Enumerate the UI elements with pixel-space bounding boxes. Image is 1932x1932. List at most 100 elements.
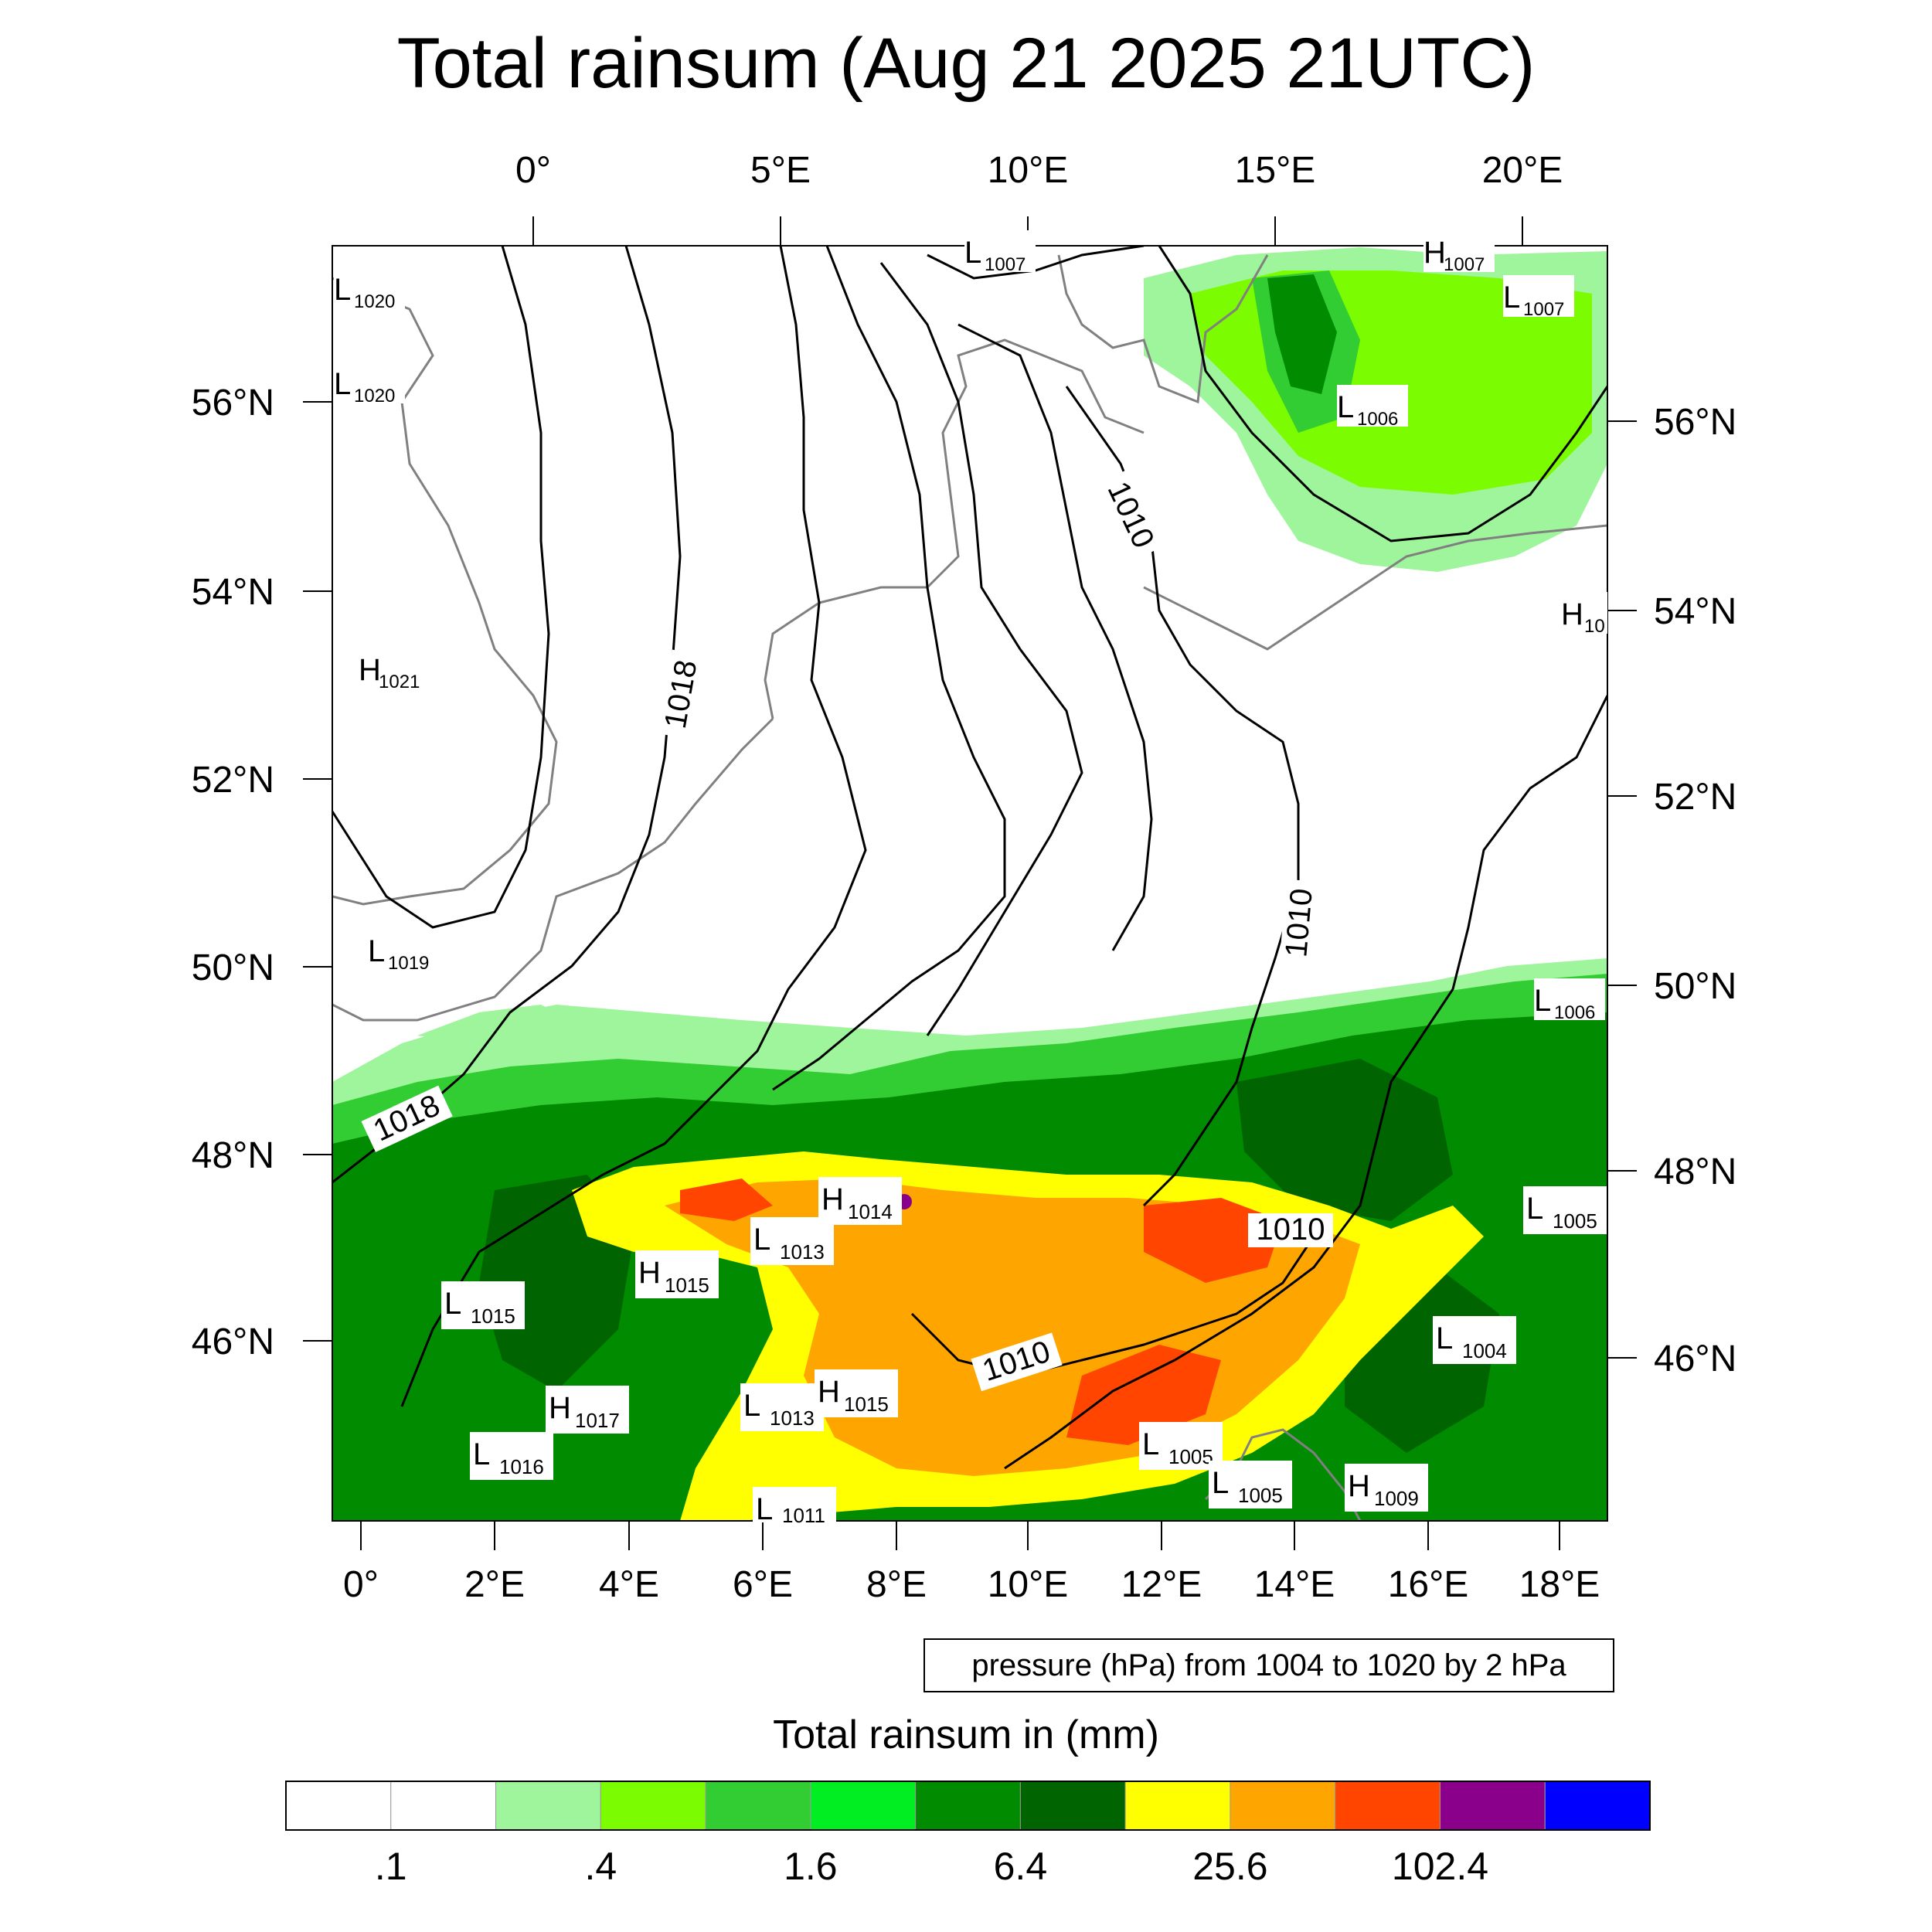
colorbar-swatch (495, 1781, 601, 1831)
top-lon-label: 0° (515, 150, 551, 191)
bottom-lon-label: 2°E (464, 1564, 525, 1605)
svg-text:L: L (1503, 281, 1520, 315)
pressure-center: L 1019 (368, 929, 439, 974)
svg-text:H: H (549, 1391, 571, 1425)
svg-text:L: L (756, 1492, 773, 1526)
left-lat-label: 50°N (192, 947, 274, 988)
svg-text:1017: 1017 (575, 1409, 620, 1432)
isobar-d (772, 246, 1006, 1091)
rain-red-core-b (1066, 1345, 1221, 1445)
svg-text:H: H (1348, 1469, 1370, 1503)
colorbar-swatch (1439, 1781, 1546, 1831)
left-lat-label: 48°N (192, 1135, 274, 1176)
right-lat-label: 50°N (1654, 966, 1736, 1007)
top-lon-label: 5°E (750, 150, 811, 191)
bottom-lon-label: 8°E (866, 1564, 927, 1605)
contour-label-1010-b: 1010 (1279, 879, 1321, 968)
svg-text:1004: 1004 (1462, 1339, 1507, 1362)
svg-text:L: L (368, 934, 385, 968)
pressure-center: H 1009 (1345, 1464, 1428, 1512)
svg-text:1011: 1011 (782, 1504, 825, 1527)
isobar-c (400, 246, 867, 1407)
coast-netherlands (764, 586, 927, 719)
coastlines (332, 254, 1607, 1521)
pressure-center: L 1006 (1534, 978, 1605, 1023)
colorbar-tick-label: 102.4 (1392, 1845, 1488, 1888)
svg-text:1020: 1020 (354, 386, 395, 406)
svg-text:1009: 1009 (1374, 1487, 1419, 1510)
isobars (332, 246, 1607, 1470)
svg-text:1007: 1007 (1444, 254, 1485, 275)
pressure-center: L 1013 (750, 1217, 834, 1265)
pressure-center: L 1004 (1433, 1316, 1516, 1364)
colorbar-swatch (915, 1781, 1021, 1831)
svg-text:L: L (334, 273, 351, 307)
colorbar-tick-label: 1.6 (784, 1845, 838, 1888)
isobar-a (332, 246, 550, 929)
svg-text:1014: 1014 (848, 1200, 893, 1223)
svg-text:1015: 1015 (844, 1393, 889, 1416)
colorbar-tick-label: .1 (375, 1845, 407, 1888)
svg-text:H: H (1561, 597, 1583, 631)
svg-text:1016: 1016 (499, 1455, 544, 1478)
left-lat-label: 54°N (192, 572, 274, 613)
svg-text:L: L (334, 367, 351, 401)
top-lon-label: 20°E (1482, 150, 1563, 191)
svg-text:1019: 1019 (388, 953, 429, 974)
colorbar-swatch (600, 1781, 706, 1831)
svg-text:H: H (818, 1375, 840, 1409)
svg-text:1006: 1006 (1357, 409, 1398, 430)
coast-baltic-south (1143, 524, 1607, 651)
coast-britain (332, 277, 558, 906)
svg-text:L: L (1337, 390, 1354, 424)
pressure-center: L 1020 (334, 267, 405, 312)
right-lat-label: 52°N (1654, 777, 1736, 818)
contour-labels: 1018 1018 1010 1010 1010 1010 (361, 469, 1333, 1392)
svg-text:L: L (1534, 984, 1551, 1018)
pressure-center: L 1005 (1209, 1461, 1292, 1509)
pressure-center: L 1015 (441, 1281, 525, 1329)
svg-text:L: L (1142, 1427, 1159, 1461)
colorbar-swatch (810, 1781, 917, 1831)
chart-title: Total rainsum (Aug 21 2025 21UTC) (396, 24, 1536, 103)
colorbar-swatch (285, 1781, 392, 1831)
bottom-lon-label: 6°E (733, 1564, 793, 1605)
svg-text:10: 10 (1584, 616, 1605, 637)
svg-text:L: L (753, 1223, 770, 1257)
colorbar: .1 .4 1.6 6.4 25.6 102.4 (285, 1781, 1651, 1888)
colorbar-tick-label: .4 (584, 1845, 617, 1888)
svg-text:1013: 1013 (770, 1406, 815, 1430)
colorbar-title: Total rainsum in (mm) (773, 1713, 1159, 1757)
contour-info-note: pressure (hPa) from 1004 to 1020 by 2 hP… (923, 1638, 1614, 1692)
colorbar-swatch (1124, 1781, 1231, 1831)
top-lon-labels: 0° 5°E 10°E 15°E 20°E (515, 150, 1563, 191)
left-lat-labels: 56°N 54°N 52°N 50°N 48°N 46°N (192, 383, 274, 1362)
svg-text:1007: 1007 (1523, 299, 1564, 320)
left-lat-label: 56°N (192, 383, 274, 423)
pressure-center: L 1005 (1139, 1422, 1223, 1470)
colorbar-outline (285, 1781, 1651, 1831)
pressure-center: L 1013 (740, 1383, 824, 1431)
rain-west-strip (417, 1005, 572, 1043)
top-lon-label: 15°E (1235, 150, 1316, 191)
pressure-center: H 1014 (818, 1177, 902, 1225)
svg-text:1010: 1010 (1257, 1213, 1325, 1247)
right-lat-label: 48°N (1654, 1151, 1736, 1192)
pressure-center: L 1007 (1503, 275, 1574, 320)
colorbar-swatch (1019, 1781, 1126, 1831)
isobar-b (332, 246, 682, 1184)
coast-sweden (1057, 254, 1269, 404)
svg-text:H: H (638, 1256, 661, 1290)
isobar-i (1004, 695, 1607, 1470)
svg-text:1005: 1005 (1168, 1445, 1213, 1468)
colorbar-swatch (1230, 1781, 1336, 1831)
svg-text:H: H (1423, 236, 1446, 270)
coast-germany-denmark (926, 338, 1145, 589)
colorbar-swatch (1544, 1781, 1651, 1831)
svg-text:1015: 1015 (665, 1274, 709, 1297)
svg-text:L: L (1212, 1466, 1229, 1500)
bottom-lon-label: 18°E (1519, 1564, 1600, 1605)
bottom-lon-label: 4°E (599, 1564, 659, 1605)
svg-text:1020: 1020 (354, 291, 395, 312)
